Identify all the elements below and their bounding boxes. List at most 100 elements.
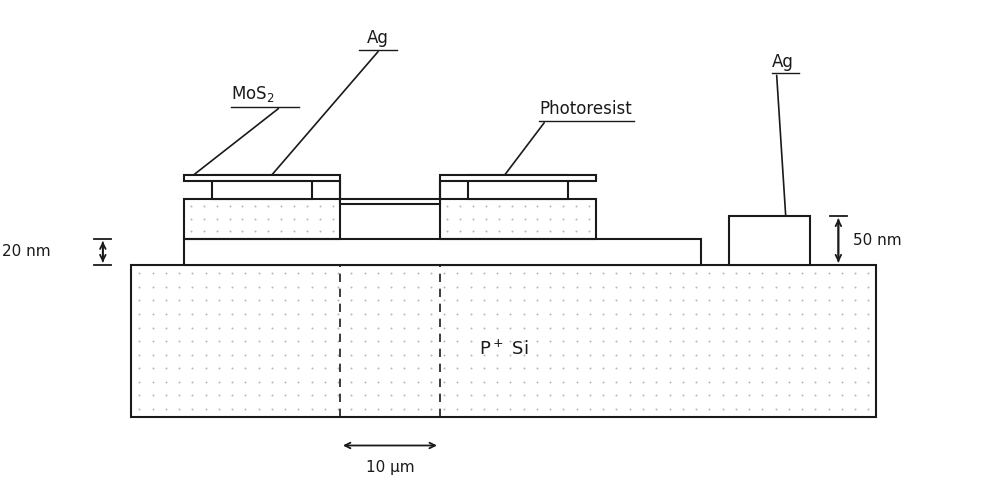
Point xyxy=(264,270,280,277)
Point xyxy=(794,270,810,277)
Point xyxy=(489,364,505,372)
Point xyxy=(357,310,373,318)
Point xyxy=(330,405,346,413)
Point xyxy=(555,297,571,304)
Point xyxy=(209,202,225,210)
Point xyxy=(286,202,302,210)
Point xyxy=(330,270,346,277)
Point xyxy=(754,351,770,358)
Point xyxy=(516,392,532,399)
Point xyxy=(145,324,161,331)
Point xyxy=(688,337,704,345)
Text: 50 nm: 50 nm xyxy=(853,233,901,248)
Point xyxy=(582,378,598,386)
Point xyxy=(196,227,212,235)
Point xyxy=(582,270,598,277)
Point xyxy=(821,405,837,413)
Point xyxy=(542,270,558,277)
Point xyxy=(688,270,704,277)
Point xyxy=(436,283,452,291)
Point xyxy=(648,297,664,304)
Point xyxy=(569,351,585,358)
Point xyxy=(171,405,187,413)
Point xyxy=(449,324,465,331)
Point xyxy=(370,405,386,413)
Point xyxy=(542,351,558,358)
Point xyxy=(662,392,678,399)
Point xyxy=(807,297,823,304)
Point xyxy=(847,337,863,345)
Point xyxy=(595,283,611,291)
Point xyxy=(211,392,227,399)
Point xyxy=(608,392,624,399)
Point xyxy=(171,392,187,399)
Point xyxy=(860,337,876,345)
Point xyxy=(370,270,386,277)
Point xyxy=(211,310,227,318)
Point xyxy=(290,337,306,345)
Point xyxy=(410,337,426,345)
Point xyxy=(370,337,386,345)
Point xyxy=(821,324,837,331)
Bar xyxy=(184,239,701,265)
Point xyxy=(264,337,280,345)
Point xyxy=(529,215,545,223)
Point xyxy=(768,405,784,413)
Point xyxy=(489,405,505,413)
Point xyxy=(436,337,452,345)
Point xyxy=(821,378,837,386)
Point xyxy=(171,364,187,372)
Point xyxy=(317,392,333,399)
Point xyxy=(807,324,823,331)
Point xyxy=(502,351,518,358)
Point xyxy=(145,337,161,345)
Point xyxy=(568,215,584,223)
Point xyxy=(754,405,770,413)
Point xyxy=(299,215,315,223)
Point xyxy=(264,297,280,304)
Point xyxy=(396,405,412,413)
Point xyxy=(304,310,320,318)
Point xyxy=(463,351,479,358)
Point xyxy=(343,283,359,291)
Point xyxy=(504,215,520,223)
Point xyxy=(794,283,810,291)
Point xyxy=(370,310,386,318)
Point xyxy=(158,297,174,304)
Point xyxy=(608,337,624,345)
Point xyxy=(423,405,439,413)
Point xyxy=(635,337,651,345)
Point xyxy=(436,310,452,318)
Point xyxy=(648,310,664,318)
Point xyxy=(476,310,492,318)
Point xyxy=(781,310,797,318)
Point xyxy=(196,215,212,223)
Point xyxy=(330,351,346,358)
Point xyxy=(502,405,518,413)
Point xyxy=(555,324,571,331)
Point xyxy=(465,215,481,223)
Point xyxy=(555,215,571,223)
Point xyxy=(754,392,770,399)
Point xyxy=(145,283,161,291)
Point xyxy=(622,310,638,318)
Point xyxy=(410,405,426,413)
Point xyxy=(860,310,876,318)
Point xyxy=(330,337,346,345)
Point xyxy=(608,351,624,358)
Point xyxy=(224,378,240,386)
Point xyxy=(555,405,571,413)
Point xyxy=(728,270,744,277)
Point xyxy=(304,351,320,358)
Point xyxy=(209,215,225,223)
Point xyxy=(184,392,200,399)
Point xyxy=(662,297,678,304)
Point xyxy=(622,283,638,291)
Point xyxy=(439,227,455,235)
Point xyxy=(436,270,452,277)
Point xyxy=(701,310,717,318)
Point xyxy=(741,337,757,345)
Point xyxy=(463,405,479,413)
Point xyxy=(277,297,293,304)
Point xyxy=(768,310,784,318)
